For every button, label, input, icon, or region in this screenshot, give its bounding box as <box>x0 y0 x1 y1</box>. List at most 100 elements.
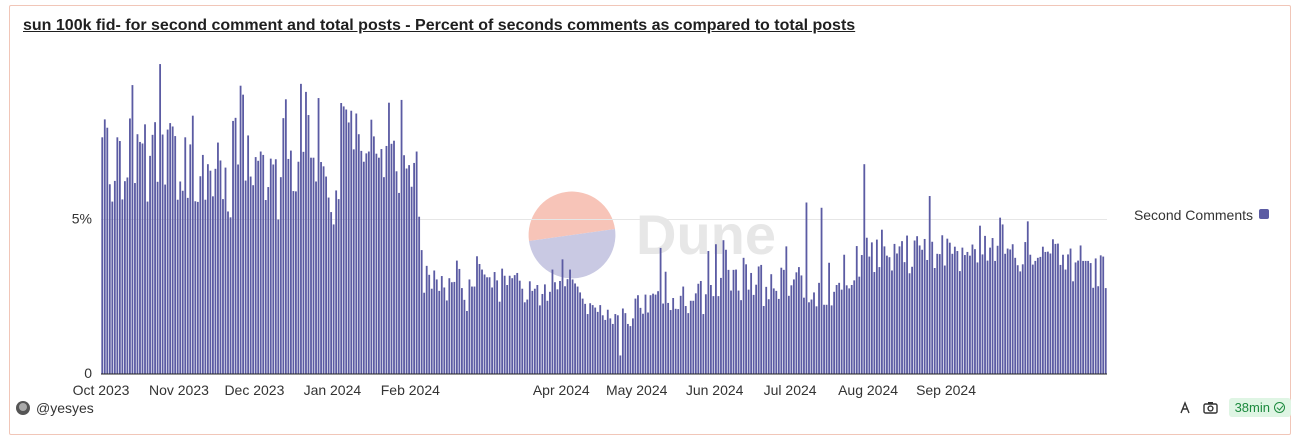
bar <box>956 251 959 374</box>
author-handle[interactable]: @yesyes <box>36 400 94 416</box>
bar <box>191 115 194 375</box>
bar <box>433 270 436 374</box>
watermark-logo-top <box>528 191 615 241</box>
bar <box>129 118 131 375</box>
bar <box>785 246 788 374</box>
bar <box>808 302 810 374</box>
bar <box>103 119 106 374</box>
bar <box>420 250 423 374</box>
bar <box>1072 281 1074 374</box>
author-block[interactable]: @yesyes <box>16 400 94 416</box>
bar <box>388 102 390 374</box>
bar <box>1004 253 1007 374</box>
bar <box>375 153 378 374</box>
bar <box>335 190 338 374</box>
bar <box>516 272 519 374</box>
bar <box>901 241 903 374</box>
bar <box>116 137 119 374</box>
bar <box>873 272 876 374</box>
bar <box>735 269 737 374</box>
bar <box>370 119 373 374</box>
bar <box>398 192 400 374</box>
bar <box>828 262 830 374</box>
refresh-badge[interactable]: 38min <box>1228 398 1291 417</box>
tip-icon[interactable] <box>1177 400 1193 416</box>
bar <box>458 268 461 374</box>
bar <box>609 318 612 374</box>
bar <box>1049 253 1052 374</box>
bar <box>1011 244 1014 374</box>
bar <box>546 300 549 374</box>
x-tick-label: Feb 2024 <box>381 382 440 398</box>
bar <box>322 166 325 374</box>
bar <box>118 141 121 374</box>
bar <box>171 126 174 375</box>
bar <box>883 246 886 374</box>
bar <box>543 284 546 374</box>
bar <box>161 134 164 374</box>
bar <box>284 99 287 375</box>
bar <box>621 308 624 374</box>
watermark-text: Dune <box>636 203 776 266</box>
bar <box>594 307 597 374</box>
bar <box>941 235 944 374</box>
bar <box>194 201 197 374</box>
bar <box>906 235 908 374</box>
bar <box>332 224 335 374</box>
bar <box>466 310 468 374</box>
bar <box>767 299 770 374</box>
bar <box>179 181 182 374</box>
bar <box>632 318 634 374</box>
bar <box>946 238 949 374</box>
bar <box>611 323 614 374</box>
bar <box>1099 255 1102 374</box>
bar <box>478 264 481 374</box>
bar <box>156 181 159 374</box>
bar <box>775 290 778 374</box>
bar <box>979 225 981 374</box>
bar <box>805 202 808 374</box>
bar <box>430 288 433 374</box>
bar <box>217 142 219 374</box>
bar <box>209 170 212 374</box>
bar <box>579 292 582 374</box>
bar <box>999 217 1002 374</box>
bar <box>428 274 431 374</box>
bar <box>984 235 986 374</box>
bar <box>815 306 818 374</box>
bar <box>642 313 644 374</box>
bar <box>503 275 506 374</box>
bar <box>1084 260 1087 374</box>
bar <box>164 184 167 374</box>
bar <box>747 289 750 374</box>
bar <box>234 117 237 374</box>
bar <box>295 191 297 374</box>
bar <box>591 305 594 374</box>
bar <box>134 183 136 374</box>
bar <box>554 282 556 374</box>
camera-icon[interactable] <box>1203 400 1219 416</box>
bar <box>139 141 141 374</box>
bar <box>413 162 416 374</box>
bar <box>936 253 939 374</box>
bar <box>468 279 471 374</box>
bar <box>1041 246 1044 374</box>
x-tick-label: Aug 2024 <box>838 382 898 398</box>
bar <box>244 180 247 374</box>
bar <box>926 259 929 374</box>
legend-label: Second Comments <box>1134 207 1253 223</box>
bar <box>878 267 881 374</box>
bar <box>704 294 707 374</box>
bar <box>259 151 262 374</box>
bar <box>533 288 536 374</box>
chart-title[interactable]: sun 100k fid- for second comment and tot… <box>23 17 856 34</box>
bar <box>853 280 856 374</box>
bar <box>953 246 956 374</box>
bar <box>154 122 156 374</box>
bar <box>843 254 846 374</box>
bar <box>176 199 179 374</box>
bar <box>206 164 209 374</box>
bar <box>287 158 290 374</box>
bar <box>606 309 609 374</box>
